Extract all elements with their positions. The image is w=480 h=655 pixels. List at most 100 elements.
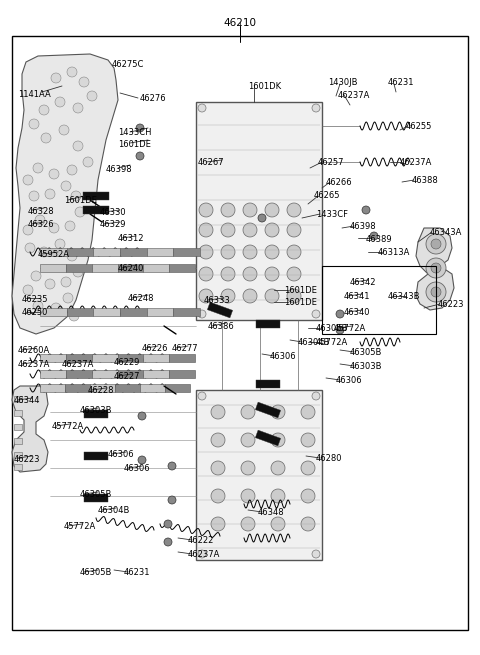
Circle shape	[211, 517, 225, 531]
Text: 46340: 46340	[344, 308, 371, 317]
Text: 1141AA: 1141AA	[18, 90, 51, 99]
Bar	[118, 354, 144, 362]
Bar	[118, 264, 144, 272]
Bar	[140, 384, 165, 392]
Text: 46235: 46235	[22, 295, 48, 304]
Text: 46330: 46330	[100, 208, 127, 217]
Bar	[67, 248, 93, 256]
Text: 46398: 46398	[106, 165, 132, 174]
Circle shape	[23, 175, 33, 185]
Text: 46306: 46306	[124, 464, 151, 473]
Circle shape	[168, 462, 176, 470]
Circle shape	[69, 311, 79, 321]
Text: 46333: 46333	[204, 296, 231, 305]
Bar	[196, 102, 322, 320]
Bar	[84, 494, 108, 502]
Circle shape	[301, 405, 315, 419]
Circle shape	[426, 282, 446, 302]
Text: 46276: 46276	[140, 94, 167, 103]
Bar	[173, 248, 200, 256]
Circle shape	[39, 247, 49, 257]
Circle shape	[312, 104, 320, 112]
Bar	[255, 402, 281, 418]
Circle shape	[211, 433, 225, 447]
Bar	[93, 248, 120, 256]
Text: 46312: 46312	[118, 234, 144, 243]
Text: 46277: 46277	[172, 344, 199, 353]
Bar	[40, 370, 66, 378]
Bar	[120, 308, 147, 316]
Circle shape	[164, 520, 172, 528]
Text: 1433CF: 1433CF	[316, 210, 348, 219]
Bar	[196, 390, 322, 560]
Polygon shape	[12, 386, 48, 472]
Circle shape	[55, 97, 65, 107]
Text: 1433CH: 1433CH	[118, 128, 152, 137]
Circle shape	[51, 303, 61, 313]
Circle shape	[431, 239, 441, 249]
Text: 46237A: 46237A	[18, 360, 50, 369]
Text: 46210: 46210	[224, 18, 256, 28]
Text: 46398: 46398	[350, 222, 377, 231]
Bar	[173, 308, 200, 316]
Circle shape	[31, 271, 41, 281]
Text: 46237A: 46237A	[62, 360, 95, 369]
Circle shape	[199, 245, 213, 259]
Circle shape	[87, 91, 97, 101]
Circle shape	[59, 125, 69, 135]
Text: 46305B: 46305B	[350, 348, 383, 357]
Circle shape	[71, 191, 81, 201]
Circle shape	[75, 207, 85, 217]
Circle shape	[241, 433, 255, 447]
Text: 45772A: 45772A	[334, 324, 366, 333]
Circle shape	[271, 461, 285, 475]
Circle shape	[271, 433, 285, 447]
Text: 46257: 46257	[318, 158, 345, 167]
Bar	[169, 370, 195, 378]
Circle shape	[221, 289, 235, 303]
Text: 46306: 46306	[336, 376, 362, 385]
Circle shape	[243, 289, 257, 303]
Bar	[14, 452, 22, 458]
Text: 46260A: 46260A	[18, 346, 50, 355]
Bar	[92, 370, 118, 378]
Circle shape	[221, 223, 235, 237]
Circle shape	[41, 133, 51, 143]
Circle shape	[243, 203, 257, 217]
Circle shape	[138, 412, 146, 420]
Circle shape	[198, 310, 206, 318]
Text: 1601DK: 1601DK	[248, 82, 281, 91]
Bar	[115, 384, 140, 392]
Bar	[120, 248, 147, 256]
Circle shape	[426, 258, 446, 278]
Bar	[66, 370, 92, 378]
Circle shape	[265, 203, 279, 217]
Text: 46237A: 46237A	[188, 550, 220, 559]
Bar	[14, 438, 22, 444]
Circle shape	[33, 163, 43, 173]
Text: 46328: 46328	[28, 207, 55, 216]
Circle shape	[271, 517, 285, 531]
Bar	[67, 308, 93, 316]
Circle shape	[301, 461, 315, 475]
Text: 46389: 46389	[366, 235, 393, 244]
Circle shape	[431, 287, 441, 297]
Circle shape	[265, 245, 279, 259]
Circle shape	[73, 141, 83, 151]
Circle shape	[138, 456, 146, 464]
Bar	[144, 264, 169, 272]
Bar	[207, 302, 233, 318]
Text: 46341: 46341	[344, 292, 371, 301]
Bar	[40, 248, 67, 256]
Text: 45772A: 45772A	[64, 522, 96, 531]
Circle shape	[45, 279, 55, 289]
Text: 46227: 46227	[114, 372, 141, 381]
Circle shape	[49, 223, 59, 233]
Circle shape	[23, 285, 33, 295]
Circle shape	[243, 223, 257, 237]
Text: 46265: 46265	[314, 191, 340, 200]
Text: 46275C: 46275C	[112, 60, 144, 69]
Circle shape	[55, 239, 65, 249]
Circle shape	[241, 517, 255, 531]
Circle shape	[49, 169, 59, 179]
